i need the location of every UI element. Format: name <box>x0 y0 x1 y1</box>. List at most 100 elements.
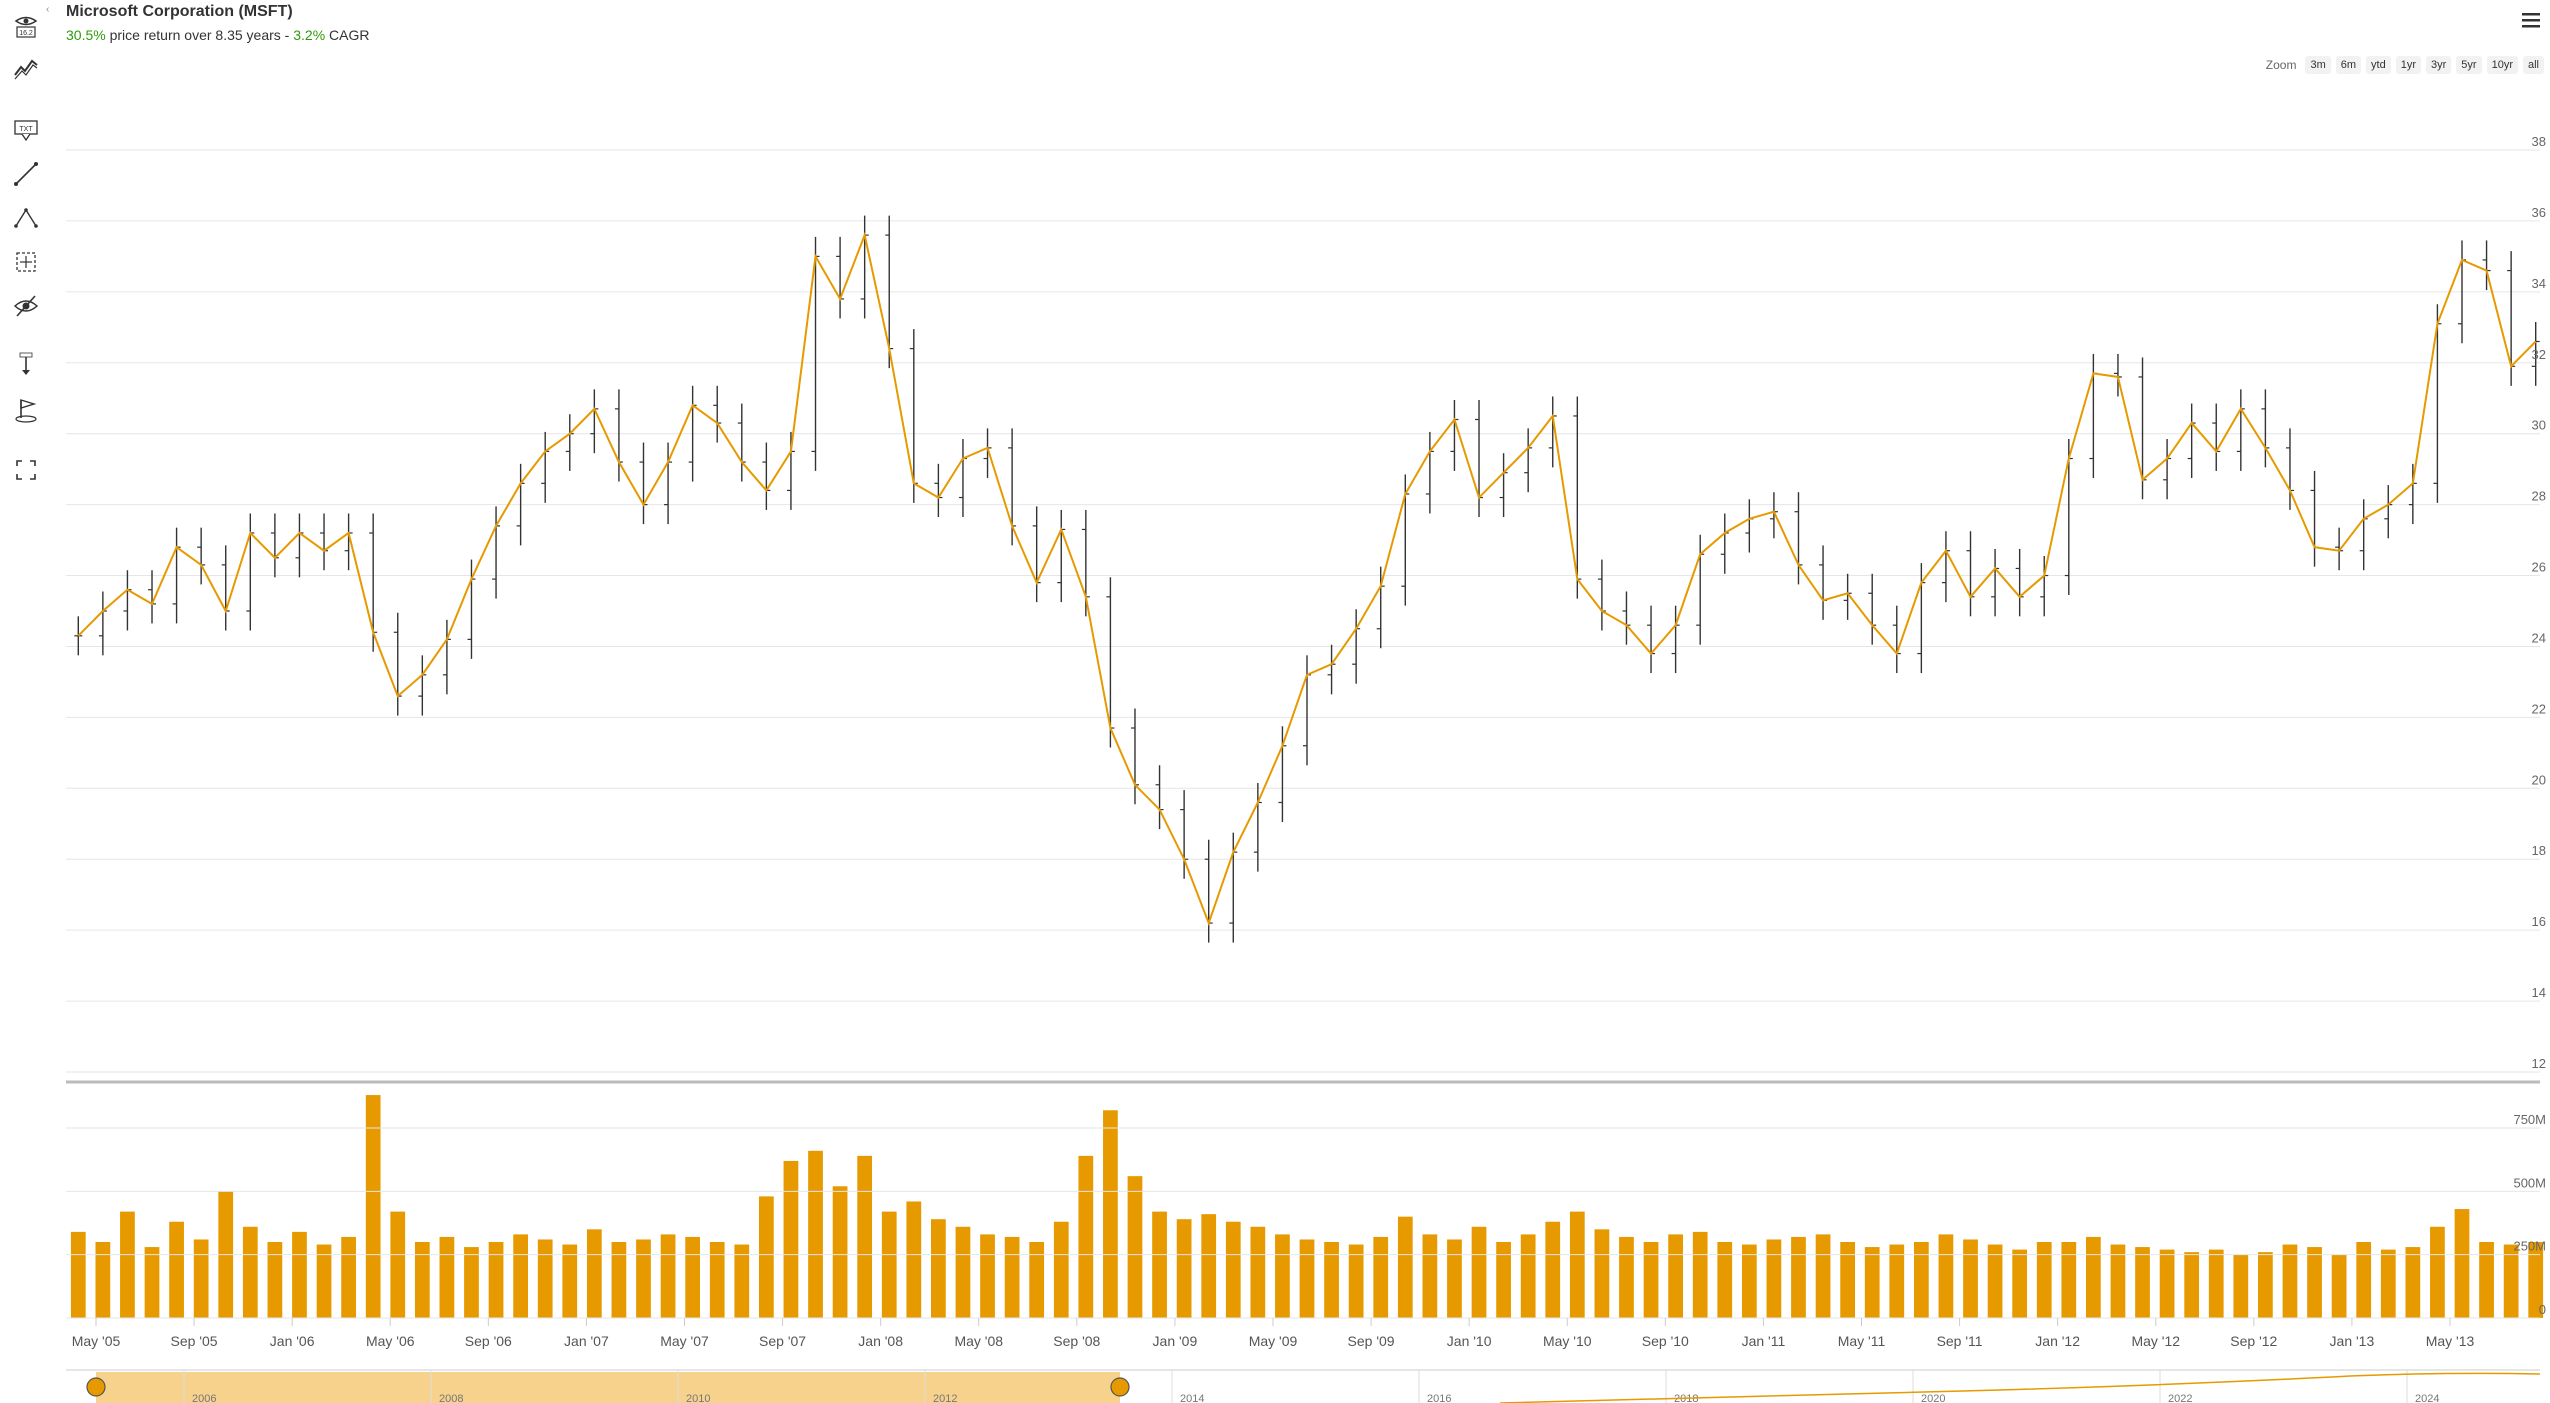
cagr-text: CAGR <box>325 27 370 43</box>
volume-bar <box>1741 1244 1757 1318</box>
zoom-all-button[interactable]: all <box>2522 56 2544 74</box>
time-tick-label: Jan '08 <box>858 1333 903 1349</box>
volume-bar <box>1225 1221 1241 1318</box>
volume-bar <box>832 1186 848 1318</box>
zoom-1yr-button[interactable]: 1yr <box>2395 56 2422 74</box>
drawing-toolbar: 16.2 TXT ‹ <box>0 0 52 1403</box>
volume-bar <box>2430 1226 2445 1318</box>
zoom-ytd-button[interactable]: ytd <box>2366 56 2391 74</box>
navigator-year-label: 2010 <box>686 1393 710 1403</box>
vertical-line-icon[interactable] <box>8 346 44 382</box>
navigator-series-line <box>1499 1372 2541 1403</box>
fibonacci-icon[interactable] <box>8 200 44 236</box>
volume-bar <box>2208 1249 2224 1318</box>
navigator-right-handle <box>1110 1377 1130 1397</box>
volume-bar <box>2233 1254 2249 1318</box>
volume-bar <box>144 1247 160 1318</box>
price-tick-label: 26 <box>2532 560 2546 575</box>
fullscreen-icon[interactable] <box>8 452 44 488</box>
price-tick-label: 32 <box>2532 347 2546 362</box>
volume-bar <box>2307 1247 2322 1318</box>
hamburger-menu-icon[interactable] <box>2520 10 2542 30</box>
volume-bar <box>2380 1249 2396 1318</box>
volume-bar <box>1815 1234 1831 1318</box>
price-tick-label: 24 <box>2532 630 2546 645</box>
volume-bar <box>734 1244 750 1318</box>
hide-annotations-icon[interactable] <box>8 288 44 324</box>
text-annotation-icon[interactable]: TXT <box>8 112 44 148</box>
volume-bar <box>537 1239 553 1318</box>
zoom-10yr-button[interactable]: 10yr <box>2486 56 2518 74</box>
volume-bar <box>1840 1242 1856 1318</box>
time-tick-label: Sep '06 <box>465 1333 512 1349</box>
volume-bar <box>365 1095 381 1318</box>
volume-bar <box>1766 1239 1782 1318</box>
zoom-label: Zoom <box>2265 58 2297 72</box>
indicator-tool-icon[interactable]: 16.2 <box>8 8 44 44</box>
time-tick-label: Sep '05 <box>171 1333 218 1349</box>
volume-bar <box>2356 1242 2372 1318</box>
navigator-selected-range <box>96 1372 1120 1403</box>
line-draw-icon[interactable] <box>8 156 44 192</box>
volume-bar <box>1471 1226 1487 1318</box>
indicator-badge: 16.2 <box>19 30 33 37</box>
volume-tick-label: 500M <box>2513 1175 2546 1190</box>
price-tick-label: 14 <box>2532 985 2546 1000</box>
volume-bar <box>1152 1211 1167 1318</box>
compare-icon[interactable] <box>8 50 44 86</box>
time-tick-label: May '05 <box>72 1333 121 1349</box>
volume-bar <box>2159 1249 2175 1318</box>
navigator-year-label: 2016 <box>1427 1393 1451 1403</box>
price-series-line <box>77 231 2537 926</box>
volume-bar <box>685 1236 701 1318</box>
volume-bar <box>1717 1242 1733 1318</box>
volume-bar <box>2110 1244 2126 1318</box>
volume-bar <box>808 1150 823 1318</box>
volume-bar <box>2135 1247 2150 1318</box>
volume-bar <box>2061 1242 2077 1318</box>
volume-bar <box>1594 1229 1610 1318</box>
volume-bar <box>292 1231 307 1318</box>
volume-bar <box>906 1201 922 1318</box>
volume-bar <box>2086 1236 2101 1318</box>
time-tick-label: May '12 <box>2131 1333 2180 1349</box>
volume-bar <box>1889 1244 1905 1318</box>
volume-bar <box>2036 1242 2052 1318</box>
volume-bar <box>660 1234 676 1318</box>
zoom-selector: Zoom 3m 6m ytd 1yr 3yr 5yr 10yr all <box>2266 56 2544 74</box>
zoom-3m-button[interactable]: 3m <box>2305 56 2331 74</box>
volume-bar <box>513 1234 528 1318</box>
zoom-5yr-button[interactable]: 5yr <box>2456 56 2482 74</box>
return-text: price return over 8.35 years - <box>105 27 294 43</box>
zoom-3yr-button[interactable]: 3yr <box>2426 56 2452 74</box>
volume-bar <box>1004 1236 1020 1318</box>
volume-bar <box>955 1226 971 1318</box>
return-percent: 30.5% <box>66 27 106 43</box>
flag-icon[interactable] <box>8 392 44 428</box>
volume-bar <box>1299 1239 1315 1318</box>
volume-bar <box>464 1247 479 1318</box>
volume-bar <box>1496 1242 1511 1318</box>
volume-bar <box>2258 1252 2273 1318</box>
volume-bar <box>169 1221 184 1318</box>
volume-bar <box>488 1242 504 1318</box>
volume-bar <box>193 1239 209 1318</box>
volume-bar <box>1078 1155 1094 1318</box>
volume-bar <box>1864 1247 1880 1318</box>
volume-bar <box>857 1155 873 1318</box>
zoom-6m-button[interactable]: 6m <box>2335 56 2362 74</box>
volume-tick-label: 0 <box>2539 1302 2546 1317</box>
time-tick-label: Sep '10 <box>1642 1333 1689 1349</box>
volume-bars <box>70 1095 2544 1318</box>
navigator-year-label: 2022 <box>2168 1393 2192 1403</box>
volume-bar <box>316 1244 332 1318</box>
collapse-arrow-icon[interactable]: ‹ <box>46 4 50 15</box>
volume-bar <box>709 1242 725 1318</box>
time-axis: May '05 Sep '05 Jan '06 May '06 Sep '06 Jan '… <box>72 1318 2475 1349</box>
price-tick-label: 30 <box>2532 418 2546 433</box>
volume-bar <box>562 1244 578 1318</box>
navigator[interactable]: 2006 2008 2010 2012 2014 2016 2018 2020 2022 2024 <box>66 1369 2541 1403</box>
measure-icon[interactable] <box>8 244 44 280</box>
volume-bar <box>2331 1254 2347 1318</box>
navigator-year-label: 2024 <box>2415 1393 2439 1403</box>
